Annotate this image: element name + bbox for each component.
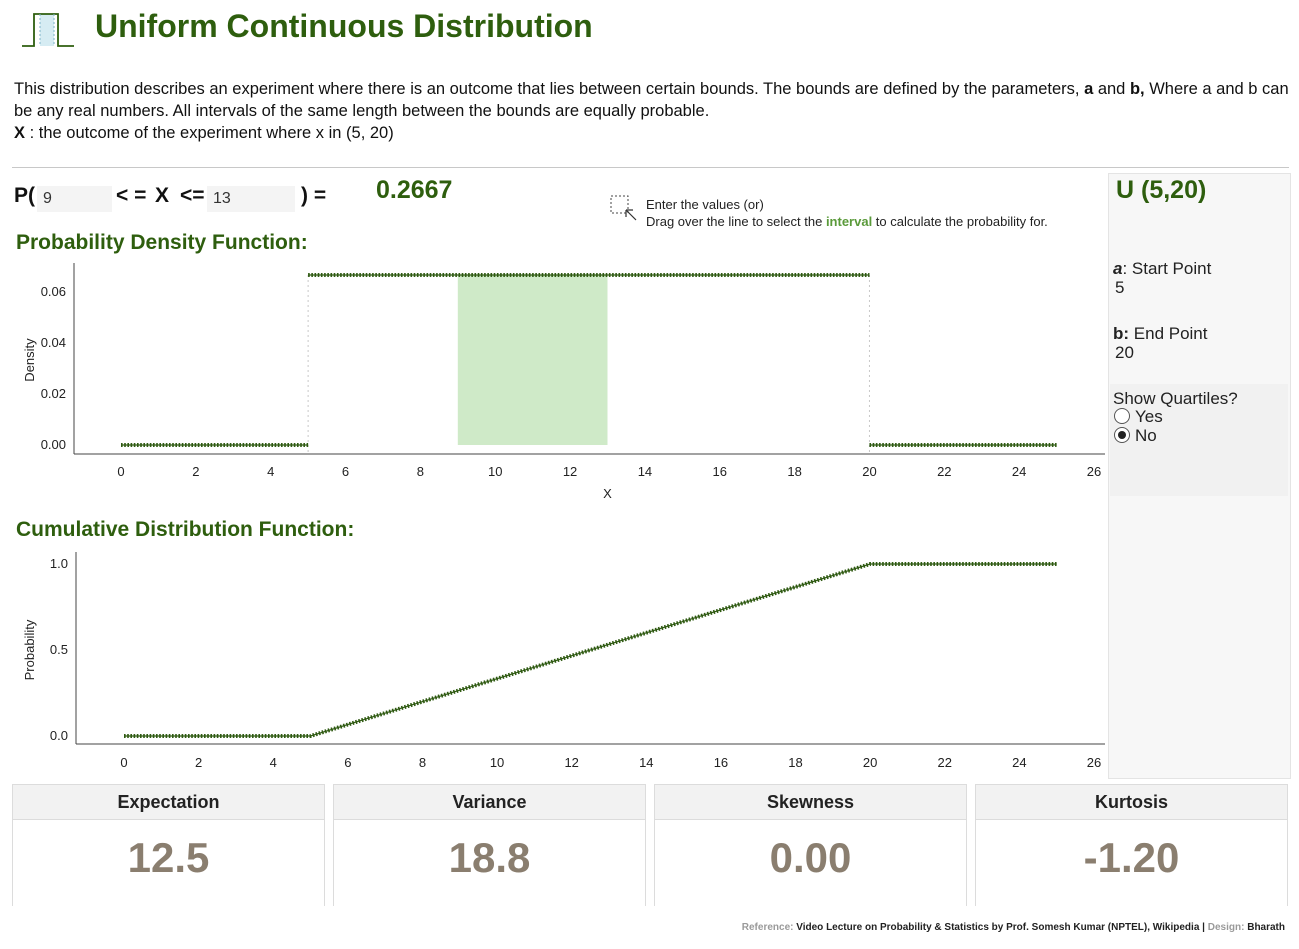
stat-label: Kurtosis [976,784,1287,820]
x-tick-label: 10 [488,464,502,479]
y-tick-label: 0.0 [50,728,68,743]
radio-no-icon[interactable] [1114,427,1130,443]
x-tick-label: 0 [117,464,124,479]
y-axis-label: Probability [22,619,37,680]
y-tick-label: 0.04 [41,335,66,350]
x-tick-label: 6 [344,755,351,770]
stat-variance: Variance 18.8 [333,784,646,906]
x-tick-label: 4 [270,755,277,770]
y-tick-label: 0.5 [50,642,68,657]
stat-skewness: Skewness 0.00 [654,784,967,906]
x-tick-label: 10 [490,755,504,770]
p-open-label: P( [14,184,35,207]
x-tick-label: 24 [1012,755,1026,770]
y-tick-label: 0.02 [41,386,66,401]
quartiles-option-no[interactable]: No [1113,426,1173,445]
x-tick-label: 18 [787,464,801,479]
x-tick-label: 8 [417,464,424,479]
start-point-value[interactable]: 5 [1115,278,1125,297]
x-tick-label: 2 [192,464,199,479]
quartiles-box [1110,384,1288,496]
x-tick-label: 4 [267,464,274,479]
le-operator-1: < = [116,184,147,207]
x-tick-label: 2 [195,755,202,770]
y-tick-label: 0.00 [41,437,66,452]
y-tick-label: 0.06 [41,284,66,299]
lower-bound-input[interactable] [37,186,112,212]
x-tick-label: 16 [713,464,727,479]
stat-value: 18.8 [448,834,531,881]
x-tick-label: 0 [120,755,127,770]
probability-result: 0.2667 [376,176,453,204]
stat-label: Expectation [13,784,324,820]
stat-kurtosis: Kurtosis -1.20 [975,784,1288,906]
divider [12,167,1289,168]
quartiles-option-yes[interactable]: Yes [1113,407,1173,426]
end-point-label: b: End Point [1113,324,1208,343]
drag-select-icon [610,195,637,221]
stat-expectation: Expectation 12.5 [12,784,325,906]
cdf-title: Cumulative Distribution Function: [16,518,355,541]
page-title: Uniform Continuous Distribution [95,8,593,44]
x-axis-label: X [603,486,612,501]
uniform-distribution-logo-icon [22,13,74,47]
stat-value: 12.5 [127,834,210,881]
show-quartiles-label: Show Quartiles? [1113,389,1238,408]
radio-yes-icon[interactable] [1114,408,1130,424]
x-tick-label: 22 [938,755,952,770]
x-tick-label: 14 [639,755,653,770]
x-tick-label: 26 [1087,755,1101,770]
interval-hint: Enter the values (or) Drag over the line… [646,197,1048,229]
y-tick-label: 1.0 [50,556,68,571]
stat-value: -1.20 [1083,834,1180,881]
distribution-label: U (5,20) [1116,176,1207,204]
footer-credits: Reference: Video Lecture on Probability … [741,922,1285,933]
end-point-value[interactable]: 20 [1115,343,1134,362]
y-axis-label: Density [22,338,37,382]
x-tick-label: 8 [419,755,426,770]
selected-interval [457,275,608,445]
le-operator-2: <= [180,184,205,207]
x-tick-label: 20 [863,755,877,770]
x-tick-label: 16 [714,755,728,770]
x-tick-label: 24 [1012,464,1026,479]
x-tick-label: 26 [1087,464,1101,479]
series-line-core [124,563,1057,737]
stat-label: Variance [334,784,645,820]
x-symbol: X [155,184,170,207]
description: This distribution describes an experimen… [14,80,1289,142]
stat-label: Skewness [655,784,966,820]
pdf-chart[interactable]: 0 2 4 6 8 10 12 14 16 18 20 22 24 260.000.020.040.06D… [0,255,1108,507]
x-tick-label: 20 [862,464,876,479]
upper-bound-input[interactable] [207,186,295,212]
x-tick-label: 12 [563,464,577,479]
x-tick-label: 22 [937,464,951,479]
x-tick-label: 14 [638,464,652,479]
pdf-title: Probability Density Function: [16,231,308,254]
x-tick-label: 12 [564,755,578,770]
start-point-label: a: Start Point [1113,259,1212,278]
stat-value: 0.00 [769,834,852,881]
x-tick-label: 18 [788,755,802,770]
x-variable-label: X [14,124,26,142]
close-equals-label: ) = [301,184,327,207]
cdf-chart[interactable]: 0 2 4 6 8 10 12 14 16 18 20 22 24 260.00.51.0Probabil… [0,548,1108,776]
x-tick-label: 6 [342,464,349,479]
